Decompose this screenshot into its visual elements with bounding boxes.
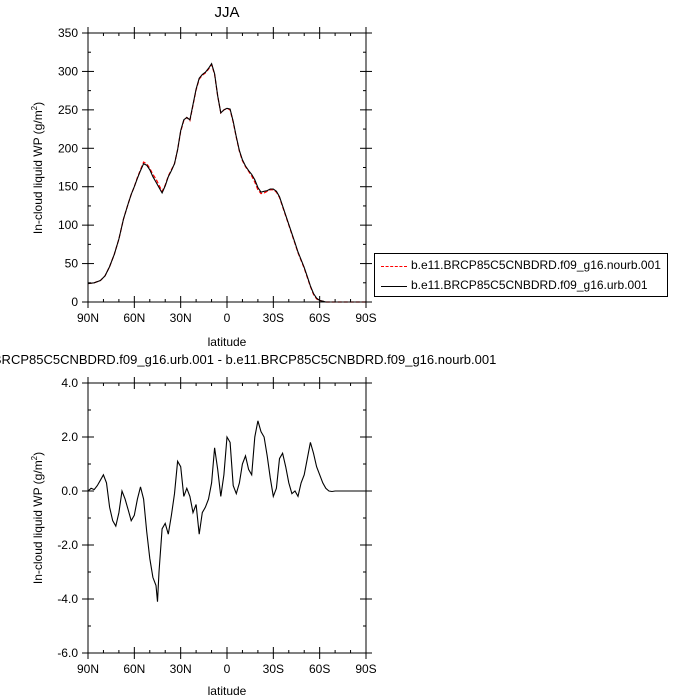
bottom-x-tick-label: 30S	[263, 662, 284, 676]
top-x-tick-label: 30S	[263, 311, 284, 325]
top-x-tick-label: 90N	[77, 311, 99, 325]
bottom-x-tick-label: 90N	[77, 662, 99, 676]
bottom-y-tick-label: 4.0	[61, 376, 78, 390]
bottom-x-tick-label: 60S	[309, 662, 330, 676]
top-x-tick-label: 0	[224, 311, 231, 325]
bottom-y-axis-label-text: In-cloud liquid WP (g/m	[31, 460, 45, 584]
top-y-tick-label: 100	[58, 218, 78, 232]
bottom-y-tick-label: -6.0	[57, 646, 78, 660]
bottom-y-tick-label: -4.0	[57, 592, 78, 606]
top-x-tick-label: 90S	[355, 311, 376, 325]
top-plot-area: 90N 60N 30N 0 30S 60S 90S 0 50 100 150 200 250 300 350	[58, 26, 377, 325]
legend-label-nourb: b.e11.BRCP85C5CNBDRD.f09_g16.nourb.001	[411, 258, 661, 272]
top-y-axis-label-sup: 2	[30, 105, 39, 110]
top-series-line-1	[87, 62, 366, 303]
svg-text:In-cloud liquid WP (g/m2): In-cloud liquid WP (g/m2)	[30, 452, 45, 584]
legend-item-urb: b.e11.BRCP85C5CNBDRD.f09_g16.urb.001	[379, 276, 665, 296]
bottom-panel: b.e11.BRCP85C5CNBDRD.f09_g16.urb.001 - b…	[0, 352, 496, 698]
top-y-axis-label-end: )	[31, 102, 45, 106]
top-y-tick-label: 150	[58, 180, 78, 194]
bottom-series-line-0	[87, 420, 366, 602]
top-x-axis-label: latitude	[208, 335, 247, 349]
bottom-x-tick-label: 90S	[355, 662, 376, 676]
bottom-y-tick-label: 2.0	[61, 430, 78, 444]
top-y-tick-label: 350	[58, 26, 78, 40]
bottom-y-axis-label: In-cloud liquid WP (g/m2)	[30, 452, 45, 584]
bottom-x-tick-label: 0	[224, 662, 231, 676]
bottom-y-axis-label-sup: 2	[30, 455, 39, 460]
legend-swatch-nourb	[381, 266, 407, 267]
legend-item-nourb: b.e11.BRCP85C5CNBDRD.f09_g16.nourb.001	[379, 256, 665, 276]
bottom-plot-frame	[87, 382, 367, 654]
bottom-y-tick-label: -2.0	[57, 538, 78, 552]
legend-label-urb: b.e11.BRCP85C5CNBDRD.f09_g16.urb.001	[411, 278, 648, 292]
top-series-line-0	[87, 63, 366, 303]
bottom-x-axis-label: latitude	[208, 684, 247, 698]
bottom-plot-area: 90N 60N 30N 0 30S 60S 90S -6.0 -4.0 -2.0 0.0 2.0 4.0	[57, 376, 376, 676]
top-y-axis-label: In-cloud liquid WP (g/m2)	[30, 102, 45, 234]
top-y-axis-label-text: In-cloud liquid WP (g/m	[31, 110, 45, 234]
top-x-tick-label: 60S	[309, 311, 330, 325]
top-panel: JJA In-cloud liquid WP (g/m2) latitude 9…	[30, 4, 377, 349]
legend: b.e11.BRCP85C5CNBDRD.f09_g16.nourb.001 b…	[374, 253, 668, 297]
top-x-tick-label: 30N	[170, 311, 192, 325]
top-plot-frame	[87, 32, 367, 303]
bottom-y-tick-label: 0.0	[61, 484, 78, 498]
legend-swatch-urb	[381, 286, 407, 287]
top-y-tick-label: 0	[71, 295, 78, 309]
bottom-title: b.e11.BRCP85C5CNBDRD.f09_g16.urb.001 - b…	[0, 352, 496, 367]
top-y-tick-label: 200	[58, 141, 78, 155]
top-y-tick-label: 250	[58, 103, 78, 117]
top-x-tick-label: 60N	[123, 311, 145, 325]
bottom-x-tick-label: 30N	[170, 662, 192, 676]
top-y-tick-label: 50	[65, 257, 79, 271]
svg-text:In-cloud liquid WP (g/m2): In-cloud liquid WP (g/m2)	[30, 102, 45, 234]
bottom-y-axis-label-end: )	[31, 452, 45, 456]
top-y-tick-label: 300	[58, 64, 78, 78]
top-title: JJA	[214, 4, 239, 21]
bottom-x-tick-label: 60N	[123, 662, 145, 676]
